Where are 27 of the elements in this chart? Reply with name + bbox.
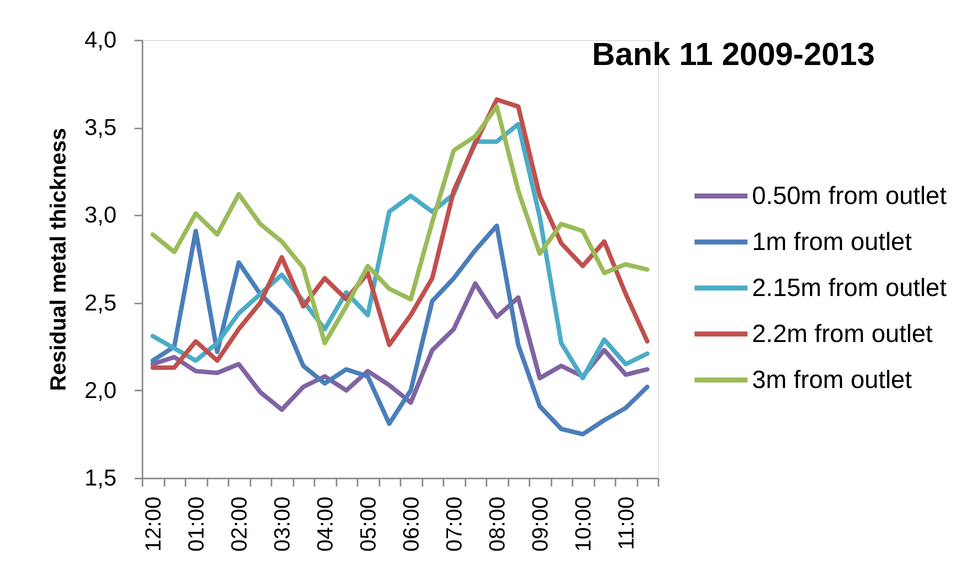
legend-label: 2.15m from outlet	[752, 274, 947, 302]
y-axis-title: Residual metal thickness	[46, 128, 71, 391]
y-tick-label: 2,0	[84, 376, 116, 403]
x-tick-label: 06:00	[398, 496, 424, 552]
y-tick-label: 3,0	[84, 202, 116, 228]
line-series	[150, 281, 650, 412]
legend-label: 2.2m from outlet	[752, 320, 933, 348]
x-tick-label: 03:00	[269, 496, 294, 552]
x-tick-label: 07:00	[441, 496, 466, 552]
legend-label: 3m from outlet	[752, 366, 912, 394]
x-tick-label: 09:00	[527, 496, 552, 552]
y-tick-label: 3,5	[84, 114, 116, 140]
y-tick-label: 1,5	[84, 464, 116, 490]
y-tick-label: 2,5	[84, 289, 116, 316]
x-tick-label: 04:00	[312, 496, 338, 552]
text: Bank 11 2009-2013	[592, 36, 875, 72]
x-tick-label: 02:00	[226, 496, 252, 552]
legend-label: 1m from outlet	[752, 228, 912, 256]
line-series	[150, 223, 650, 436]
x-tick-label: 12:00	[140, 496, 166, 552]
x-tick-label: 01:00	[183, 496, 208, 552]
y-tick-label: 4,0	[84, 26, 116, 52]
x-tick-label: 11:00	[613, 496, 638, 550]
x-tick-label: 08:00	[484, 496, 510, 552]
x-tick-label: 10:00	[570, 496, 596, 552]
legend-label: 0.50m from outlet	[752, 182, 947, 210]
x-tick-label: 05:00	[355, 496, 380, 552]
